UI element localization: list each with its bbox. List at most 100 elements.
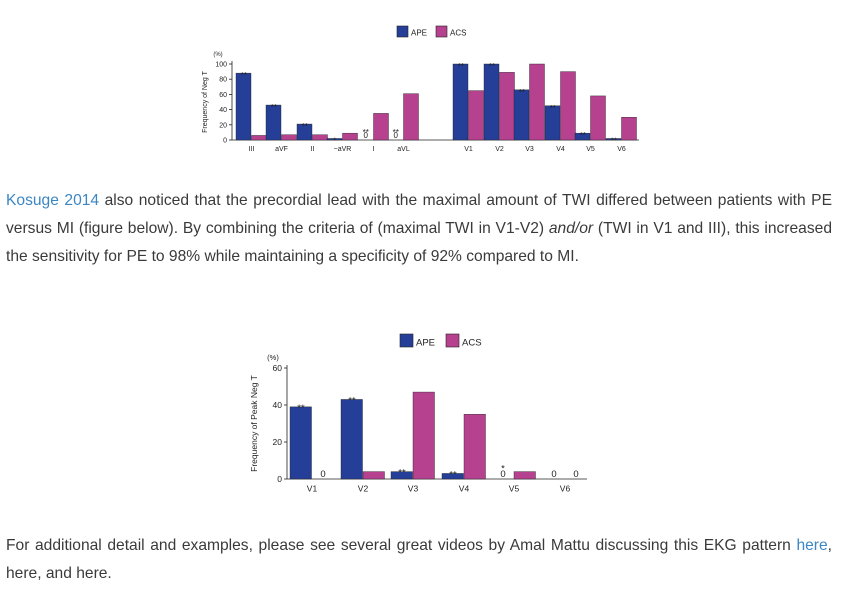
paragraph-text: , here, and here. (6, 537, 832, 582)
paragraph-kosuge: Kosuge 2014 also noticed that the precor… (6, 187, 832, 271)
bar-acs-v1 (468, 90, 484, 141)
significance-marker: ** (580, 131, 586, 140)
bar-ape-v3 (513, 89, 530, 141)
legend-swatch-ape (396, 25, 409, 38)
significance-marker: ** (363, 128, 369, 137)
y-axis-label: Frequency of Peak Neg T (249, 375, 259, 472)
bar-acs-ii (312, 134, 328, 141)
bar-acs-v4 (560, 71, 576, 141)
x-tick-label: V2 (358, 484, 369, 494)
legend-swatch-ape (399, 333, 414, 348)
here-link[interactable]: here (796, 537, 828, 554)
chart-legend: APE ACS (399, 333, 482, 349)
bar-ape-avr (326, 138, 343, 141)
chart-labels: V1 V2 V3 V4 V5 V60 0 0 0****** *** (297, 395, 578, 493)
x-tick-label: −aVR (334, 146, 352, 153)
y-tick-label: 60 (219, 92, 227, 99)
bar-acs-v3 (529, 63, 545, 141)
zero-value-label: 0 (320, 469, 325, 480)
bar-ape-v4 (544, 105, 561, 141)
bar-ape-v4 (441, 473, 464, 480)
bar-acs-v6 (621, 116, 637, 141)
paragraph-text: (TWI in V1 and III), this increased the … (6, 220, 832, 265)
x-tick-label: II (311, 146, 315, 153)
bar-acs-avf (281, 134, 297, 141)
zero-value-label: 0 (500, 469, 505, 480)
y-tick-label: 100 (215, 61, 227, 68)
x-tick-label: V1 (464, 146, 473, 153)
legend-swatch-acs (435, 25, 448, 38)
paragraph-text: For additional detail and examples, plea… (6, 537, 797, 554)
bar-acs-v2 (362, 471, 385, 480)
zero-value-label: 0 (364, 131, 369, 140)
y-tick-label: 40 (273, 400, 283, 410)
legend-label-acs: ACS (462, 338, 482, 349)
zero-value-label: 0 (573, 469, 578, 480)
y-tick-label: 20 (273, 437, 283, 447)
x-tick-label: V3 (525, 146, 534, 153)
bar-acs-i (373, 113, 389, 141)
bar-ape-v2 (340, 399, 363, 480)
bar-acs-iii (251, 135, 267, 141)
chart-legend: APE ACS (396, 25, 466, 38)
significance-marker: * (501, 464, 505, 475)
y-unit-label: (%) (213, 52, 222, 58)
bar-ape-iii (235, 72, 252, 141)
significance-marker: ** (241, 71, 247, 80)
emphasis-and-or: and/or (548, 220, 594, 237)
significance-marker: ** (271, 103, 277, 112)
significance-marker: ** (348, 395, 356, 406)
legend-swatch-acs (445, 333, 460, 348)
y-tick-label: 0 (223, 137, 227, 144)
significance-marker: ** (302, 122, 308, 131)
bar-acs-avr (342, 132, 358, 141)
x-tick-label: V2 (495, 146, 504, 153)
bar-acs-v5 (513, 471, 536, 480)
peak-neg-t-frequency-chart: APE ACS 0 20 40 60(%) Frequency of Peak Neg T… (249, 333, 587, 494)
y-tick-label: 0 (277, 474, 282, 484)
significance-marker: ** (297, 403, 305, 414)
bar-ape-v5 (574, 132, 591, 141)
bar-acs-v5 (590, 95, 606, 141)
y-tick-label: 80 (219, 77, 227, 84)
significance-marker: ** (611, 136, 617, 145)
bar-ape-v1 (289, 406, 312, 480)
significance-marker: ** (398, 468, 406, 479)
bar-acs-v4 (463, 414, 486, 480)
zero-value-label: 0 (394, 131, 399, 140)
kosuge-2014-link[interactable]: Kosuge 2014 (6, 192, 100, 209)
x-tick-label: V6 (560, 484, 571, 494)
bar-acs-avl (403, 93, 419, 141)
x-tick-label: V4 (459, 484, 470, 494)
bar-acs-v3 (412, 391, 435, 480)
x-tick-label: I (373, 146, 375, 153)
legend-label-acs: ACS (450, 29, 466, 38)
y-tick-label: 20 (219, 122, 227, 129)
chart-bars (289, 391, 536, 480)
y-tick-label: 40 (219, 107, 227, 114)
chart-axes: 0 20 40 60(%) Frequency of Peak Neg T (249, 353, 587, 484)
x-tick-label: V4 (556, 146, 565, 153)
significance-marker: ** (393, 128, 399, 137)
bar-ape-v1 (452, 63, 469, 141)
chart-bars (235, 63, 637, 141)
neg-t-frequency-chart: APE ACS 0 20 40 60 80 100 (%) Frequency of Neg T… (202, 25, 639, 153)
bar-ape-avf (265, 104, 282, 141)
significance-marker: ** (489, 62, 495, 71)
y-tick-label: 60 (273, 363, 283, 373)
significance-marker: ** (449, 469, 457, 480)
paragraph-text: also noticed that the precordial lead wi… (6, 192, 832, 237)
legend-label-ape: APE (411, 29, 427, 38)
zero-value-label: 0 (551, 469, 556, 480)
x-tick-label: aVL (397, 146, 410, 153)
significance-marker: * (333, 136, 336, 145)
significance-marker: ** (519, 88, 525, 97)
significance-marker: ** (458, 62, 464, 71)
bar-ape-v3 (390, 471, 413, 480)
x-tick-label: aVF (275, 146, 288, 153)
x-tick-label: V3 (408, 484, 419, 494)
bar-ape-v2 (483, 63, 500, 141)
bar-ape-ii (296, 123, 313, 141)
bar-acs-v2 (499, 72, 515, 141)
